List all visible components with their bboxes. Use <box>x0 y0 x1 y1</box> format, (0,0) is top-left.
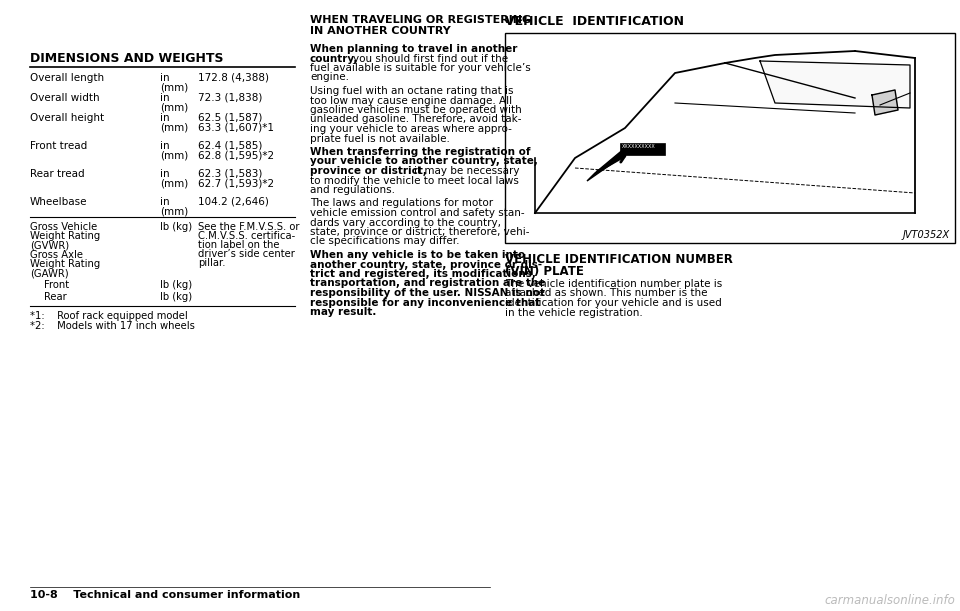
Text: engine.: engine. <box>310 73 349 82</box>
Text: (mm): (mm) <box>160 150 188 160</box>
Text: 72.3 (1,838): 72.3 (1,838) <box>198 93 262 103</box>
Text: to modify the vehicle to meet local laws: to modify the vehicle to meet local laws <box>310 175 518 186</box>
Text: VEHICLE IDENTIFICATION NUMBER: VEHICLE IDENTIFICATION NUMBER <box>505 253 732 266</box>
Text: Using fuel with an octane rating that is: Using fuel with an octane rating that is <box>310 86 514 96</box>
Text: in: in <box>160 113 170 123</box>
Text: in: in <box>160 73 170 83</box>
Bar <box>505 33 955 243</box>
Text: Front: Front <box>44 280 69 290</box>
Text: lb (kg): lb (kg) <box>160 292 192 302</box>
Text: Weight Rating: Weight Rating <box>30 259 100 269</box>
Text: carmanualsonline.info: carmanualsonline.info <box>824 594 955 607</box>
Text: 172.8 (4,388): 172.8 (4,388) <box>198 73 269 83</box>
Text: identification for your vehicle and is used: identification for your vehicle and is u… <box>505 298 722 308</box>
Text: in: in <box>160 93 170 103</box>
Text: transportation, and registration are the: transportation, and registration are the <box>310 279 545 288</box>
Text: gasoline vehicles must be operated with: gasoline vehicles must be operated with <box>310 105 521 115</box>
Text: 10-8    Technical and consumer information: 10-8 Technical and consumer information <box>30 590 300 600</box>
Text: vehicle emission control and safety stan-: vehicle emission control and safety stan… <box>310 208 524 218</box>
Text: 62.5 (1,587): 62.5 (1,587) <box>198 113 262 123</box>
Polygon shape <box>760 61 910 108</box>
Text: tion label on the: tion label on the <box>198 240 279 250</box>
Text: unleaded gasoline. Therefore, avoid tak-: unleaded gasoline. Therefore, avoid tak- <box>310 114 521 125</box>
Text: Weight Rating: Weight Rating <box>30 231 100 241</box>
Text: (mm): (mm) <box>160 82 188 92</box>
Text: Gross Axle: Gross Axle <box>30 250 83 260</box>
Text: IN ANOTHER COUNTRY: IN ANOTHER COUNTRY <box>310 26 451 36</box>
Text: *1:    Roof rack equipped model: *1: Roof rack equipped model <box>30 311 188 321</box>
Text: Front tread: Front tread <box>30 141 87 151</box>
Text: attached as shown. This number is the: attached as shown. This number is the <box>505 288 708 299</box>
Text: 63.3 (1,607)*1: 63.3 (1,607)*1 <box>198 122 274 132</box>
Text: province or district,: province or district, <box>310 166 427 176</box>
Text: (GAWR): (GAWR) <box>30 268 68 278</box>
Text: pillar.: pillar. <box>198 258 226 268</box>
Text: responsible for any inconvenience that: responsible for any inconvenience that <box>310 298 540 307</box>
Text: When planning to travel in another: When planning to travel in another <box>310 44 517 54</box>
Text: dards vary according to the country,: dards vary according to the country, <box>310 218 501 227</box>
Text: in: in <box>160 141 170 151</box>
Text: (mm): (mm) <box>160 122 188 132</box>
Text: priate fuel is not available.: priate fuel is not available. <box>310 133 450 144</box>
Text: Overall width: Overall width <box>30 93 100 103</box>
Text: The vehicle identification number plate is: The vehicle identification number plate … <box>505 279 722 289</box>
Text: When transferring the registration of: When transferring the registration of <box>310 147 531 157</box>
Text: 62.3 (1,583): 62.3 (1,583) <box>198 169 262 179</box>
Text: Gross Vehicle: Gross Vehicle <box>30 222 97 232</box>
Text: *2:    Models with 17 inch wheels: *2: Models with 17 inch wheels <box>30 321 195 331</box>
Text: trict and registered, its modifications,: trict and registered, its modifications, <box>310 269 536 279</box>
Text: another country, state, province or dis-: another country, state, province or dis- <box>310 260 542 269</box>
Text: VEHICLE  IDENTIFICATION: VEHICLE IDENTIFICATION <box>505 15 684 28</box>
Text: cle specifications may differ.: cle specifications may differ. <box>310 236 460 246</box>
Text: in: in <box>160 169 170 179</box>
Text: fuel available is suitable for your vehicle’s: fuel available is suitable for your vehi… <box>310 63 531 73</box>
Text: (mm): (mm) <box>160 178 188 188</box>
Text: WHEN TRAVELING OR REGISTERING: WHEN TRAVELING OR REGISTERING <box>310 15 531 25</box>
Text: 62.4 (1,585): 62.4 (1,585) <box>198 141 262 151</box>
Text: JVT0352X: JVT0352X <box>902 230 950 240</box>
Text: in: in <box>160 197 170 207</box>
Polygon shape <box>587 148 625 181</box>
Text: 62.8 (1,595)*2: 62.8 (1,595)*2 <box>198 150 275 160</box>
Text: it may be necessary: it may be necessary <box>414 166 519 176</box>
Text: lb (kg): lb (kg) <box>160 280 192 290</box>
Text: Overall length: Overall length <box>30 73 104 83</box>
Text: may result.: may result. <box>310 307 376 317</box>
Text: too low may cause engine damage. All: too low may cause engine damage. All <box>310 95 512 106</box>
Text: your vehicle to another country, state,: your vehicle to another country, state, <box>310 156 538 167</box>
Text: C.M.V.S.S. certifica-: C.M.V.S.S. certifica- <box>198 231 296 241</box>
Bar <box>620 143 665 155</box>
Text: 104.2 (2,646): 104.2 (2,646) <box>198 197 269 207</box>
Text: (mm): (mm) <box>160 102 188 112</box>
Text: in the vehicle registration.: in the vehicle registration. <box>505 307 643 318</box>
Text: ing your vehicle to areas where appro-: ing your vehicle to areas where appro- <box>310 124 512 134</box>
Text: DIMENSIONS AND WEIGHTS: DIMENSIONS AND WEIGHTS <box>30 52 224 65</box>
Text: Rear tread: Rear tread <box>30 169 84 179</box>
Text: (VIN) PLATE: (VIN) PLATE <box>505 265 584 278</box>
Text: country,: country, <box>310 54 358 64</box>
Text: Rear: Rear <box>44 292 67 302</box>
Text: (GVWR): (GVWR) <box>30 240 69 250</box>
Text: 62.7 (1,593)*2: 62.7 (1,593)*2 <box>198 178 275 188</box>
Text: lb (kg): lb (kg) <box>160 222 192 232</box>
Text: responsibility of the user. NISSAN is not: responsibility of the user. NISSAN is no… <box>310 288 545 298</box>
Text: See the F.M.V.S.S. or: See the F.M.V.S.S. or <box>198 222 300 232</box>
Text: Wheelbase: Wheelbase <box>30 197 87 207</box>
Text: Overall height: Overall height <box>30 113 104 123</box>
Polygon shape <box>872 90 898 115</box>
Text: When any vehicle is to be taken into: When any vehicle is to be taken into <box>310 250 525 260</box>
Text: and regulations.: and regulations. <box>310 185 395 195</box>
Text: The laws and regulations for motor: The laws and regulations for motor <box>310 199 493 208</box>
Text: driver’s side center: driver’s side center <box>198 249 295 259</box>
Text: (mm): (mm) <box>160 206 188 216</box>
Text: XXXXXXXXXX: XXXXXXXXXX <box>622 144 656 149</box>
Text: you should first find out if the: you should first find out if the <box>353 54 508 64</box>
Text: state, province or district; therefore, vehi-: state, province or district; therefore, … <box>310 227 530 237</box>
